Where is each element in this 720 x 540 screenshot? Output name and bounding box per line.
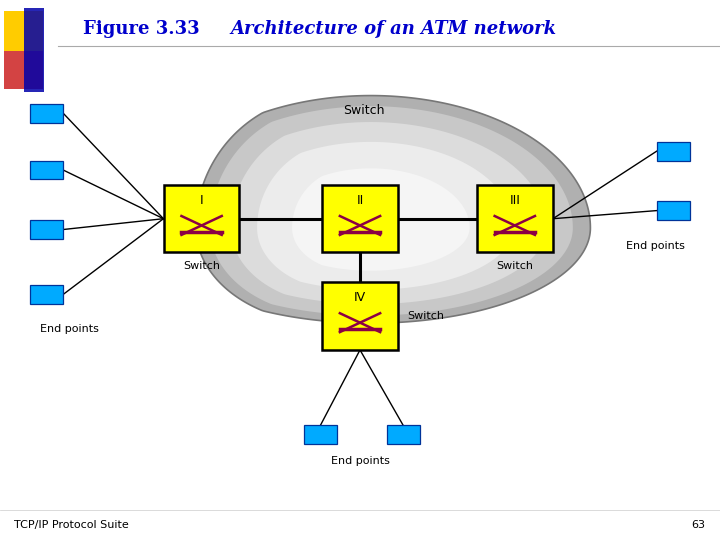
Bar	[4, 51, 43, 89]
Text: 63: 63	[692, 520, 706, 530]
Text: End points: End points	[626, 241, 685, 251]
FancyBboxPatch shape	[323, 185, 397, 252]
Text: III: III	[509, 193, 521, 207]
FancyBboxPatch shape	[164, 185, 239, 252]
FancyBboxPatch shape	[30, 161, 63, 179]
FancyBboxPatch shape	[30, 104, 63, 123]
Text: Switch: Switch	[183, 261, 220, 271]
FancyBboxPatch shape	[323, 282, 397, 350]
Text: TCP/IP Protocol Suite: TCP/IP Protocol Suite	[14, 520, 129, 530]
FancyBboxPatch shape	[657, 142, 690, 160]
Text: Architecture of an ATM network: Architecture of an ATM network	[230, 20, 557, 38]
FancyBboxPatch shape	[477, 185, 553, 252]
Text: Switch: Switch	[496, 261, 534, 271]
FancyBboxPatch shape	[387, 426, 420, 444]
Text: Figure 3.33: Figure 3.33	[83, 20, 199, 38]
Text: IV: IV	[354, 291, 366, 304]
Bar	[4, 11, 43, 51]
Text: Switch: Switch	[343, 104, 384, 117]
Text: II: II	[356, 193, 364, 207]
Polygon shape	[292, 168, 469, 271]
FancyBboxPatch shape	[304, 426, 337, 444]
Polygon shape	[210, 106, 573, 315]
Polygon shape	[257, 142, 513, 290]
FancyBboxPatch shape	[657, 201, 690, 220]
Text: Switch: Switch	[407, 311, 444, 321]
Bar	[24, 8, 44, 92]
Text: End points: End points	[40, 325, 99, 334]
FancyBboxPatch shape	[30, 285, 63, 303]
Polygon shape	[196, 96, 590, 323]
FancyBboxPatch shape	[30, 220, 63, 239]
Polygon shape	[231, 122, 546, 304]
Text: I: I	[199, 193, 204, 207]
Text: End points: End points	[330, 456, 390, 467]
